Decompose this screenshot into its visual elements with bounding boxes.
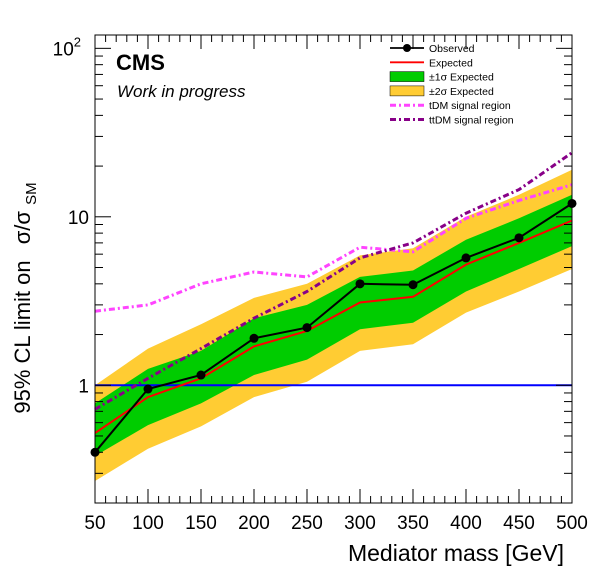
legend-entry-1-expected: ±1σ Expected <box>390 72 494 84</box>
y-tick-label-base: 10 <box>68 208 89 229</box>
band-1sigma <box>95 195 572 456</box>
legend-entry-tdm-signal-region: tDM signal region <box>390 100 511 112</box>
legend-entry-ttdm-signal-region: ttDM signal region <box>390 115 514 127</box>
legend-entry-2-expected: ±2σ Expected <box>390 86 494 98</box>
legend-swatch <box>390 86 424 96</box>
y-axis-label-prefix: 95% CL limit on <box>10 260 35 413</box>
observed-point <box>356 279 365 288</box>
experiment-label: CMS <box>116 50 165 75</box>
x-tick-label: 450 <box>503 513 535 534</box>
legend-label: Observed <box>429 43 475 55</box>
observed-point <box>144 385 153 394</box>
observed-point <box>250 334 259 343</box>
legend-marker <box>403 44 411 52</box>
status-label: Work in progress <box>117 82 246 101</box>
x-axis-label: Mediator mass [GeV] <box>348 540 564 566</box>
y-axis-label: 95% CL limit on σ/σ SM <box>10 182 40 413</box>
legend-label: ±1σ Expected <box>429 72 494 84</box>
y-tick-label: 10 <box>68 208 89 229</box>
y-tick-label-base: 10 <box>53 39 74 60</box>
x-tick-label: 300 <box>344 513 376 534</box>
legend-swatch <box>390 72 424 82</box>
legend-label: tDM signal region <box>429 100 511 112</box>
legend-entry-expected: Expected <box>390 57 473 69</box>
observed-point <box>197 371 206 380</box>
x-tick-label: 100 <box>132 513 164 534</box>
y-tick-label-exponent: 2 <box>74 34 81 49</box>
y-axis-label-sigma: σ/σ <box>10 211 35 245</box>
x-tick-label: 500 <box>556 513 588 534</box>
y-tick-label-base: 1 <box>78 376 89 397</box>
x-tick-label: 350 <box>397 513 429 534</box>
observed-point <box>303 323 312 332</box>
uncertainty-bands <box>95 170 572 481</box>
observed-point <box>515 233 524 242</box>
legend-label: ttDM signal region <box>429 115 514 127</box>
x-tick-label: 250 <box>291 513 323 534</box>
x-tick-label: 50 <box>84 513 105 534</box>
legend: Observed Expected ±1σ Expected ±2σ Expected… <box>390 43 514 127</box>
y-tick-label: 102 <box>53 34 81 60</box>
x-tick-label: 400 <box>450 513 482 534</box>
x-tick-label: 200 <box>238 513 270 534</box>
legend-entry-observed: Observed <box>390 43 475 55</box>
observed-point <box>409 280 418 289</box>
y-tick-label: 1 <box>78 376 89 397</box>
legend-label: ±2σ Expected <box>429 86 494 98</box>
legend-label: Expected <box>429 57 473 69</box>
y-axis-label-subscript: SM <box>23 182 40 205</box>
x-tick-label: 150 <box>185 513 217 534</box>
observed-point <box>462 253 471 262</box>
